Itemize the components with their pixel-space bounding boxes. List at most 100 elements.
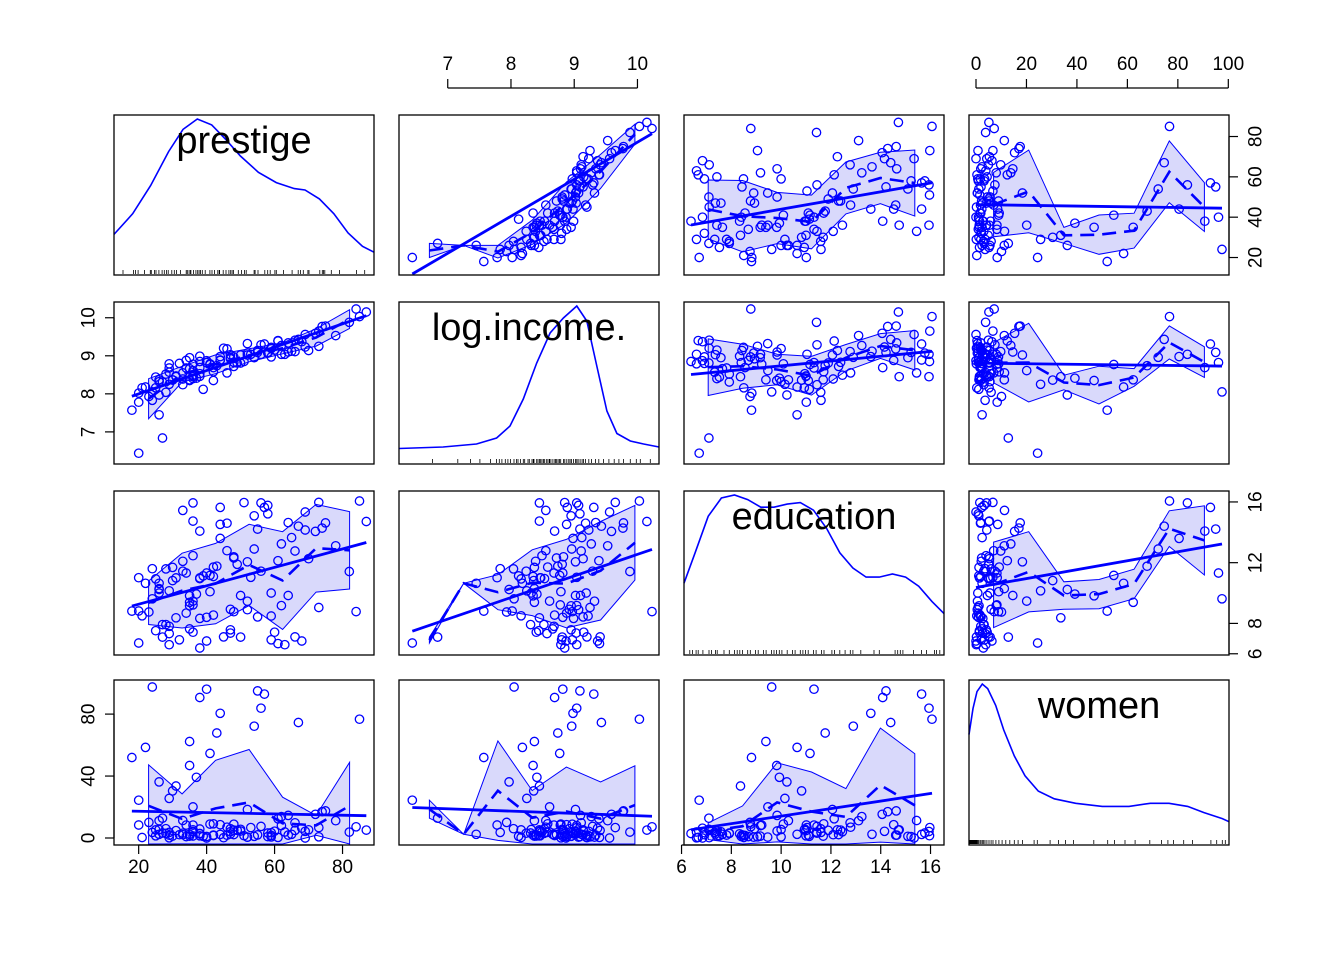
data-point bbox=[971, 212, 981, 223]
data-point bbox=[894, 371, 905, 382]
data-point bbox=[595, 825, 605, 836]
data-point bbox=[996, 607, 1007, 617]
data-point bbox=[761, 374, 771, 385]
data-point bbox=[988, 186, 998, 196]
tick-label-education: 10 bbox=[771, 857, 792, 878]
data-point bbox=[710, 198, 721, 208]
data-point bbox=[249, 510, 260, 521]
data-point bbox=[993, 210, 1004, 221]
data-point bbox=[557, 559, 568, 570]
regression-line-prestige-vs-education bbox=[690, 181, 933, 227]
data-point bbox=[845, 368, 856, 378]
variable-label-prestige: prestige bbox=[176, 120, 311, 162]
data-point bbox=[634, 496, 645, 506]
regression-line-women-vs-log.income. bbox=[412, 806, 653, 818]
data-point bbox=[837, 826, 848, 837]
data-point bbox=[528, 760, 538, 771]
data-point bbox=[566, 510, 576, 521]
data-point bbox=[245, 822, 256, 833]
data-point bbox=[971, 343, 982, 354]
tick-label-education: 14 bbox=[870, 857, 892, 878]
data-point bbox=[344, 566, 355, 577]
data-point bbox=[330, 330, 341, 341]
data-point bbox=[194, 613, 205, 624]
data-point bbox=[924, 349, 934, 360]
data-point bbox=[890, 200, 901, 210]
data-point bbox=[812, 379, 822, 390]
data-point bbox=[1102, 606, 1113, 616]
density-curve-women bbox=[968, 682, 1230, 823]
tick-label-education: 12 bbox=[1246, 552, 1267, 573]
data-point bbox=[194, 351, 205, 362]
data-point bbox=[977, 532, 987, 543]
data-point bbox=[712, 831, 722, 841]
smoother-line-prestige-vs-women bbox=[993, 169, 1206, 237]
data-point bbox=[990, 339, 1000, 350]
regression-line-prestige-vs-women bbox=[975, 203, 1223, 210]
data-point bbox=[818, 366, 829, 377]
data-point bbox=[1159, 157, 1170, 168]
data-point bbox=[575, 163, 586, 174]
data-point bbox=[228, 606, 239, 617]
density-curve-log.income. bbox=[398, 304, 660, 450]
data-point bbox=[971, 355, 981, 366]
data-point bbox=[743, 831, 754, 842]
data-point bbox=[1055, 612, 1066, 623]
data-point bbox=[177, 505, 188, 516]
tick-label-women: 20 bbox=[1016, 54, 1037, 75]
data-point bbox=[1005, 539, 1016, 549]
data-point bbox=[201, 357, 212, 368]
data-point bbox=[478, 752, 489, 763]
data-point bbox=[568, 533, 578, 544]
data-point bbox=[508, 564, 519, 574]
data-point bbox=[567, 819, 578, 830]
data-point bbox=[351, 304, 361, 314]
data-point bbox=[596, 717, 607, 728]
data-point bbox=[407, 252, 418, 263]
data-point bbox=[783, 240, 794, 251]
data-point bbox=[778, 210, 789, 221]
data-point bbox=[989, 304, 1000, 314]
data-point bbox=[1142, 561, 1152, 572]
data-point bbox=[1153, 544, 1164, 554]
data-point bbox=[924, 830, 935, 841]
smoother-band-prestige-vs-education bbox=[707, 149, 916, 253]
data-point bbox=[1021, 596, 1032, 606]
data-point bbox=[211, 561, 222, 572]
data-point bbox=[724, 236, 735, 247]
data-point bbox=[528, 208, 538, 218]
density-curve-education bbox=[683, 494, 945, 615]
data-point bbox=[164, 832, 175, 843]
data-point bbox=[549, 820, 559, 830]
data-point bbox=[853, 135, 864, 146]
data-point bbox=[1159, 521, 1170, 532]
data-point bbox=[991, 167, 1002, 178]
data-point bbox=[699, 174, 710, 184]
data-point bbox=[290, 632, 300, 642]
data-point bbox=[501, 246, 512, 257]
data-point bbox=[249, 544, 260, 554]
smoother-band-education-vs-log.income. bbox=[428, 504, 636, 645]
data-point bbox=[549, 234, 559, 245]
data-point bbox=[856, 811, 867, 822]
smoother-band-education-vs-women bbox=[993, 505, 1205, 629]
data-point bbox=[154, 777, 164, 787]
data-point bbox=[495, 244, 506, 255]
data-point bbox=[222, 518, 232, 529]
data-point bbox=[1017, 188, 1028, 198]
tick-label-prestige: 40 bbox=[1246, 207, 1267, 228]
data-point bbox=[976, 553, 987, 563]
data-point bbox=[780, 793, 790, 804]
data-point bbox=[980, 395, 990, 406]
data-point bbox=[252, 524, 263, 534]
data-point bbox=[891, 141, 902, 152]
data-point bbox=[194, 526, 205, 536]
smoother-band-log.income.-vs-prestige bbox=[148, 308, 351, 420]
data-point bbox=[832, 151, 843, 162]
data-point bbox=[540, 505, 551, 516]
data-point bbox=[881, 686, 891, 696]
data-point bbox=[990, 566, 1000, 577]
data-point bbox=[837, 370, 848, 381]
data-point bbox=[557, 824, 568, 835]
data-point bbox=[313, 602, 324, 613]
